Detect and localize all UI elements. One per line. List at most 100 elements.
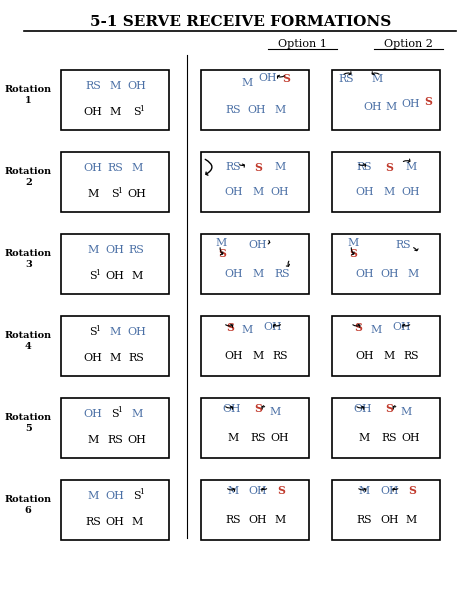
Text: RS: RS xyxy=(274,269,290,279)
Bar xyxy=(332,316,440,376)
Text: OH: OH xyxy=(356,187,374,197)
Text: OH: OH xyxy=(353,404,372,414)
Text: M: M xyxy=(242,325,253,335)
Text: M: M xyxy=(88,189,99,199)
Text: RS: RS xyxy=(226,105,241,115)
Text: M: M xyxy=(109,327,121,337)
Text: M: M xyxy=(109,81,121,91)
Text: OH: OH xyxy=(106,271,125,281)
Text: OH: OH xyxy=(249,515,267,525)
Text: RS: RS xyxy=(250,433,266,443)
Text: M: M xyxy=(252,269,264,279)
Text: M: M xyxy=(371,325,382,335)
Text: 1: 1 xyxy=(95,324,100,332)
Bar xyxy=(61,152,169,212)
Text: M: M xyxy=(347,238,358,248)
Text: M: M xyxy=(131,409,142,419)
Text: OH: OH xyxy=(264,322,282,332)
Text: S: S xyxy=(408,485,416,497)
Text: M: M xyxy=(228,433,239,443)
Text: OH: OH xyxy=(393,322,411,332)
Text: OH: OH xyxy=(356,269,374,279)
Text: RS: RS xyxy=(338,74,354,84)
Text: RS: RS xyxy=(357,515,372,525)
Text: OH: OH xyxy=(248,105,266,115)
Text: 1: 1 xyxy=(117,186,122,194)
Text: S: S xyxy=(90,271,97,281)
Text: Rotation
3: Rotation 3 xyxy=(5,249,52,268)
Text: M: M xyxy=(405,515,417,525)
Text: S: S xyxy=(350,248,357,259)
Text: Option 2: Option 2 xyxy=(384,39,433,49)
Text: M: M xyxy=(88,491,99,501)
Text: OH: OH xyxy=(380,486,399,496)
Bar xyxy=(201,398,310,458)
Text: M: M xyxy=(385,102,397,112)
Bar xyxy=(61,234,169,294)
Text: S: S xyxy=(355,321,363,332)
Text: S: S xyxy=(425,96,433,107)
Text: Rotation
1: Rotation 1 xyxy=(5,85,52,105)
Text: S: S xyxy=(133,107,140,117)
Text: M: M xyxy=(274,162,285,172)
Text: 1: 1 xyxy=(139,104,144,113)
Text: S: S xyxy=(90,327,97,337)
Text: M: M xyxy=(228,486,239,496)
Bar xyxy=(61,70,169,130)
Text: S: S xyxy=(219,248,227,259)
Text: S: S xyxy=(254,161,262,172)
Text: M: M xyxy=(359,486,370,496)
Text: M: M xyxy=(131,271,142,281)
Text: Rotation
5: Rotation 5 xyxy=(5,413,52,433)
Text: OH: OH xyxy=(380,515,399,525)
Text: OH: OH xyxy=(271,187,289,197)
Text: M: M xyxy=(405,162,417,172)
Bar xyxy=(61,480,169,540)
Text: M: M xyxy=(359,433,370,443)
Text: OH: OH xyxy=(271,433,289,443)
Text: RS: RS xyxy=(107,163,123,173)
Bar xyxy=(332,234,440,294)
Text: 1: 1 xyxy=(139,489,144,497)
Bar xyxy=(61,316,169,376)
Text: OH: OH xyxy=(249,240,267,250)
Bar xyxy=(332,70,440,130)
Text: RS: RS xyxy=(382,433,397,443)
Text: 5-1 SERVE RECEIVE FORMATIONS: 5-1 SERVE RECEIVE FORMATIONS xyxy=(90,15,391,29)
Text: S: S xyxy=(283,72,291,83)
Text: OH: OH xyxy=(259,73,277,83)
Text: M: M xyxy=(252,351,264,361)
Text: M: M xyxy=(88,435,99,445)
Text: S: S xyxy=(254,403,262,414)
Bar xyxy=(332,480,440,540)
Text: M: M xyxy=(252,187,264,197)
Text: OH: OH xyxy=(127,81,146,91)
Text: S: S xyxy=(111,409,119,419)
Text: OH: OH xyxy=(224,351,243,361)
Text: M: M xyxy=(372,74,383,84)
Text: M: M xyxy=(401,407,411,417)
Text: RS: RS xyxy=(129,245,145,255)
Text: RS: RS xyxy=(357,162,372,172)
Bar xyxy=(201,480,310,540)
Bar xyxy=(201,152,310,212)
Text: M: M xyxy=(383,187,395,197)
Text: M: M xyxy=(274,515,285,525)
Text: S: S xyxy=(133,491,140,501)
Bar xyxy=(332,398,440,458)
Text: OH: OH xyxy=(106,245,125,255)
Text: RS: RS xyxy=(85,81,101,91)
Text: OH: OH xyxy=(127,327,146,337)
Text: RS: RS xyxy=(107,435,123,445)
Text: M: M xyxy=(407,269,419,279)
Text: OH: OH xyxy=(249,486,267,496)
Text: S: S xyxy=(277,485,284,497)
Text: M: M xyxy=(242,78,253,88)
Text: M: M xyxy=(109,107,121,117)
Text: S: S xyxy=(111,189,119,199)
Text: RS: RS xyxy=(403,351,419,361)
Text: S: S xyxy=(227,321,234,332)
Text: M: M xyxy=(131,517,142,527)
Text: OH: OH xyxy=(401,187,420,197)
Text: Rotation
4: Rotation 4 xyxy=(5,331,52,351)
